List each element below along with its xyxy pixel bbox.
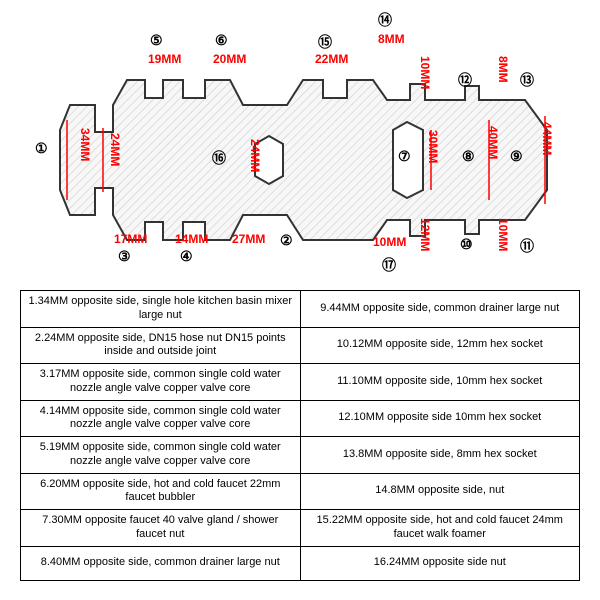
table-cell: 2.24MM opposite side, DN15 hose nut DN15… bbox=[21, 327, 301, 364]
table-row: 2.24MM opposite side, DN15 hose nut DN15… bbox=[21, 327, 580, 364]
callout-8: ⑧ bbox=[462, 148, 475, 165]
dimension-d10c: 10MM bbox=[373, 235, 406, 249]
dimension-d44: 44MM bbox=[540, 122, 554, 155]
callout-9: ⑨ bbox=[510, 148, 523, 165]
callout-5: ⑤ bbox=[150, 32, 163, 49]
callout-4: ④ bbox=[180, 248, 193, 265]
callout-12: ⑫ bbox=[458, 70, 472, 90]
callout-13: ⑬ bbox=[520, 70, 534, 90]
table-row: 4.14MM opposite side, common single cold… bbox=[21, 400, 580, 437]
table-cell: 15.22MM opposite side, hot and cold fauc… bbox=[300, 510, 580, 547]
dimension-d10a: 10MM bbox=[418, 56, 432, 89]
table-cell: 9.44MM opposite side, common drainer lar… bbox=[300, 291, 580, 328]
callout-15: ⑮ bbox=[318, 32, 332, 52]
callout-7: ⑦ bbox=[398, 148, 411, 165]
table-cell: 14.8MM opposite side, nut bbox=[300, 473, 580, 510]
dimension-d14c: 14MM bbox=[175, 232, 208, 246]
callout-17: ⑰ bbox=[382, 255, 396, 275]
dimension-d19: 19MM bbox=[148, 52, 181, 66]
table-row: 7.30MM opposite faucet 40 valve gland / … bbox=[21, 510, 580, 547]
dimension-d10b: 10MM bbox=[496, 218, 510, 251]
table-cell: 8.40MM opposite side, common drainer lar… bbox=[21, 546, 301, 580]
table-cell: 4.14MM opposite side, common single cold… bbox=[21, 400, 301, 437]
table-cell: 1.34MM opposite side, single hole kitche… bbox=[21, 291, 301, 328]
callout-16: ⑯ bbox=[212, 148, 226, 168]
dimension-d12: 12MM bbox=[418, 218, 432, 251]
dimension-d24b: 24MM bbox=[248, 139, 262, 172]
callout-14: ⑭ bbox=[378, 10, 392, 30]
callout-1: ① bbox=[35, 140, 48, 157]
dimension-d8a: 8MM bbox=[378, 32, 405, 46]
table-cell: 7.30MM opposite faucet 40 valve gland / … bbox=[21, 510, 301, 547]
table-cell: 3.17MM opposite side, common single cold… bbox=[21, 364, 301, 401]
dimension-d30: 30MM bbox=[426, 130, 440, 163]
callout-11: ⑪ bbox=[520, 236, 534, 256]
dimension-d34: 34MM bbox=[78, 128, 92, 161]
dimension-d40: 40MM bbox=[486, 126, 500, 159]
callout-6: ⑥ bbox=[215, 32, 228, 49]
table-row: 6.20MM opposite side, hot and cold fauce… bbox=[21, 473, 580, 510]
table-row: 8.40MM opposite side, common drainer lar… bbox=[21, 546, 580, 580]
table-cell: 16.24MM opposite side nut bbox=[300, 546, 580, 580]
table-cell: 6.20MM opposite side, hot and cold fauce… bbox=[21, 473, 301, 510]
spec-table: 1.34MM opposite side, single hole kitche… bbox=[20, 290, 580, 581]
dimension-d27: 27MM bbox=[232, 232, 265, 246]
dimension-d20: 20MM bbox=[213, 52, 246, 66]
table-row: 5.19MM opposite side, common single cold… bbox=[21, 437, 580, 474]
diagram-area: ① ② ③ ④ ⑤ ⑥ ⑦ ⑧ ⑨ ⑩ ⑪ ⑫ ⑬ ⑭ ⑮ ⑯ ⑰ 34MM 24MM 17MM 14MM 19MM 20M… bbox=[0, 0, 600, 280]
callout-10: ⑩ bbox=[460, 236, 473, 253]
table-cell: 5.19MM opposite side, common single cold… bbox=[21, 437, 301, 474]
dimension-d8b: 8MM bbox=[496, 56, 510, 83]
table-cell: 11.10MM opposite side, 10mm hex socket bbox=[300, 364, 580, 401]
table-cell: 10.12MM opposite side, 12mm hex socket bbox=[300, 327, 580, 364]
callout-2: ② bbox=[280, 232, 293, 249]
tool-outline bbox=[55, 70, 555, 250]
table-row: 3.17MM opposite side, common single cold… bbox=[21, 364, 580, 401]
dimension-d22: 22MM bbox=[315, 52, 348, 66]
table-cell: 13.8MM opposite side, 8mm hex socket bbox=[300, 437, 580, 474]
dimension-d24a: 24MM bbox=[108, 133, 122, 166]
callout-3: ③ bbox=[118, 248, 131, 265]
table-row: 1.34MM opposite side, single hole kitche… bbox=[21, 291, 580, 328]
table-cell: 12.10MM opposite side 10mm hex socket bbox=[300, 400, 580, 437]
spec-table-body: 1.34MM opposite side, single hole kitche… bbox=[21, 291, 580, 581]
dimension-d17: 17MM bbox=[114, 232, 147, 246]
